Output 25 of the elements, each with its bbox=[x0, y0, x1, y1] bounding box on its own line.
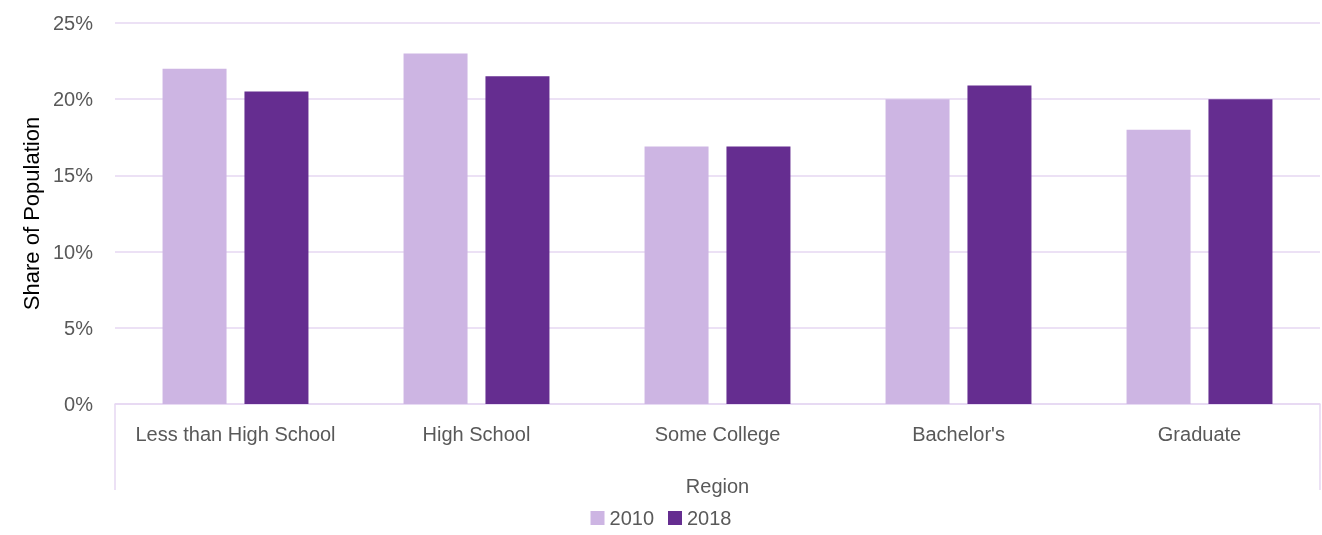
bar bbox=[1126, 129, 1191, 404]
x-tick-label: Some College bbox=[654, 423, 781, 445]
bar bbox=[726, 146, 791, 404]
bar bbox=[885, 99, 950, 404]
bar bbox=[644, 146, 709, 404]
bar bbox=[162, 68, 227, 404]
y-axis-title: Share of Population bbox=[18, 116, 44, 311]
legend-label: 2010 bbox=[609, 507, 655, 529]
y-tick-label: 10% bbox=[52, 240, 94, 263]
legend-label: 2018 bbox=[687, 507, 732, 529]
x-tick-label: Graduate bbox=[1157, 423, 1242, 445]
y-tick-label: 5% bbox=[64, 316, 94, 339]
y-tick-label: 0% bbox=[64, 393, 94, 415]
bar bbox=[403, 53, 468, 404]
bar bbox=[485, 76, 550, 404]
x-tick-label: Bachelor's bbox=[912, 423, 1005, 445]
y-tick-label: 25% bbox=[52, 12, 94, 34]
bar bbox=[244, 91, 309, 404]
bar bbox=[967, 85, 1032, 404]
y-tick-label: 15% bbox=[52, 164, 94, 187]
x-tick-label: Less than High School bbox=[135, 423, 336, 445]
y-tick-label: 20% bbox=[52, 88, 94, 111]
x-tick-label: High School bbox=[422, 423, 531, 445]
x-axis-title: Region bbox=[685, 475, 750, 497]
bar bbox=[1208, 99, 1273, 404]
